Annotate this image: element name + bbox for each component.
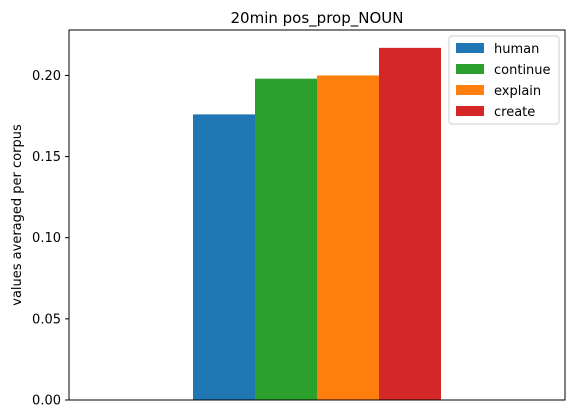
y-tick-label: 0.10 — [32, 231, 61, 246]
legend: human continue explain create — [448, 35, 560, 125]
y-axis-ticks: 0.00 0.05 0.10 0.15 0.20 — [32, 69, 69, 409]
y-tick-label: 0.05 — [32, 312, 61, 327]
legend-label-explain: explain — [494, 84, 541, 99]
bars-group — [193, 47, 441, 401]
y-tick-label: 0.00 — [32, 394, 61, 409]
bar-continue — [255, 78, 317, 401]
bar-explain — [317, 75, 379, 400]
legend-swatch-explain — [456, 85, 484, 95]
legend-swatch-continue — [456, 64, 484, 74]
plot-frame — [68, 29, 566, 401]
legend-box — [448, 35, 560, 125]
y-axis-label: values averaged per corpus — [10, 124, 25, 306]
legend-label-continue: continue — [494, 63, 551, 78]
legend-swatch-human — [456, 43, 484, 53]
y-tick-label: 0.15 — [32, 150, 61, 165]
legend-label-create: create — [494, 105, 535, 120]
bar-create — [379, 47, 441, 400]
bar-human — [193, 114, 255, 401]
legend-label-human: human — [494, 42, 539, 57]
y-tick-label: 0.20 — [32, 69, 61, 84]
chart-title: 20min pos_prop_NOUN — [231, 9, 404, 28]
legend-swatch-create — [456, 106, 484, 116]
